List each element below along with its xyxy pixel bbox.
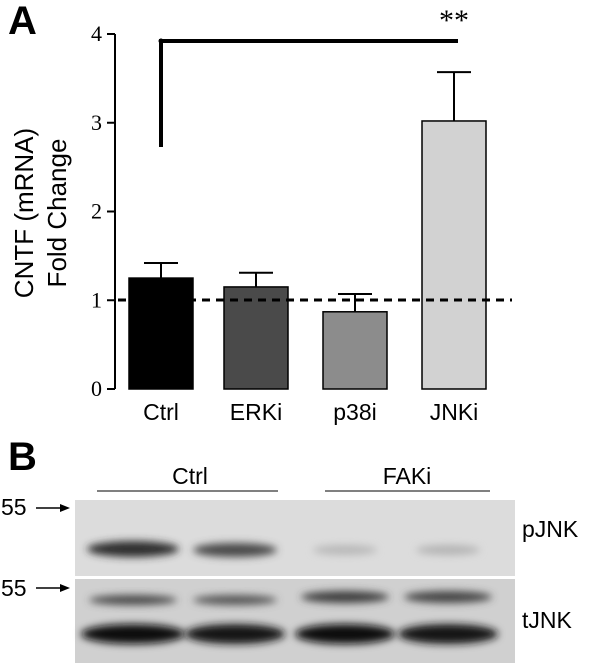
marker-label-top: 55 bbox=[1, 494, 27, 520]
y-tick-label-1: 1 bbox=[91, 287, 102, 312]
tjnk-upper-band-4 bbox=[404, 591, 492, 603]
marker-label-bottom: 55 bbox=[1, 575, 27, 601]
tjnk-upper-band-1 bbox=[89, 595, 177, 605]
pjnk-band-faki-1 bbox=[313, 545, 377, 555]
bar-p38i bbox=[323, 312, 387, 389]
x-axis-tick-labels: Ctrl ERKi p38i JNKi bbox=[143, 399, 478, 425]
y-axis-label-line-2: Fold Change bbox=[42, 139, 72, 288]
tjnk-upper-band-2 bbox=[193, 595, 277, 605]
bracket-corner-dot bbox=[159, 39, 164, 44]
pjnk-band-ctrl-1 bbox=[87, 541, 179, 557]
group-headers: Ctrl FAKi bbox=[97, 463, 490, 491]
y-tick-label-3: 3 bbox=[91, 110, 102, 135]
blot-tjnk bbox=[75, 579, 515, 663]
panel-b-letter: B bbox=[8, 435, 37, 479]
y-axis-label-line-1: CNTF (mRNA) bbox=[9, 128, 39, 298]
tjnk-lower-band-1 bbox=[81, 624, 185, 644]
pjnk-band-faki-2 bbox=[416, 545, 480, 555]
tjnk-lower-band-2 bbox=[185, 624, 285, 644]
y-tick-label-0: 0 bbox=[91, 376, 102, 401]
tjnk-upper-band-3 bbox=[301, 591, 389, 603]
marker-arrow-bottom-head bbox=[60, 584, 70, 592]
bar-jnki bbox=[422, 121, 486, 389]
bracket-line bbox=[161, 41, 458, 147]
bar-ctrl bbox=[129, 278, 193, 389]
group-label-ctrl: Ctrl bbox=[172, 463, 208, 489]
group-label-faki: FAKi bbox=[383, 463, 432, 489]
x-tick-label-p38i: p38i bbox=[333, 399, 376, 425]
blot-label-pjnk: pJNK bbox=[522, 516, 579, 542]
blot-pjnk-membrane bbox=[75, 500, 515, 576]
panel-a-letter: A bbox=[8, 0, 37, 43]
marker-arrow-top-head bbox=[60, 504, 70, 512]
bars bbox=[129, 72, 486, 389]
y-axis: 0 1 2 3 4 bbox=[91, 21, 115, 401]
blot-label-tjnk: tJNK bbox=[522, 607, 573, 633]
y-axis-label: CNTF (mRNA) Fold Change bbox=[9, 128, 72, 298]
y-tick-label-4: 4 bbox=[91, 21, 102, 46]
x-tick-label-jnki: JNKi bbox=[430, 399, 479, 425]
tjnk-lower-band-4 bbox=[398, 624, 498, 644]
bar-erki bbox=[224, 287, 288, 389]
x-tick-label-erki: ERKi bbox=[230, 399, 282, 425]
molecular-weight-markers: 55 55 bbox=[1, 494, 70, 601]
pjnk-band-ctrl-2 bbox=[193, 543, 277, 557]
y-tick-label-2: 2 bbox=[91, 199, 102, 224]
significance-marker: ** bbox=[439, 4, 469, 37]
tjnk-lower-band-3 bbox=[295, 624, 395, 644]
blot-pjnk bbox=[75, 500, 515, 576]
x-tick-label-ctrl: Ctrl bbox=[143, 399, 179, 425]
